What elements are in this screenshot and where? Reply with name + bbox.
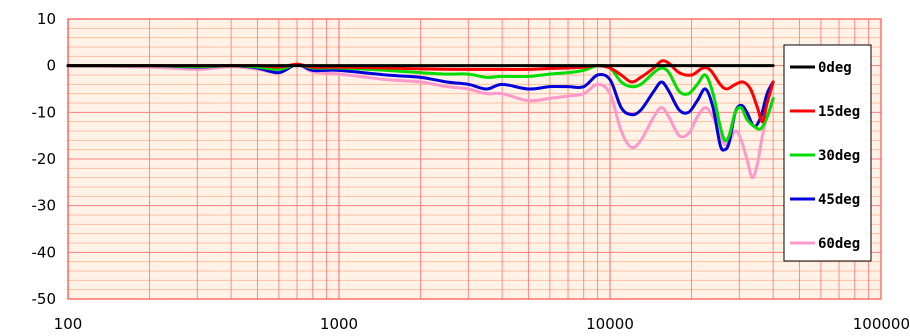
y-tick-label: -30 xyxy=(32,197,57,215)
legend-item-60deg: 60deg xyxy=(790,236,860,252)
y-tick-label: -50 xyxy=(32,290,57,308)
legend-label: 45deg xyxy=(818,192,860,208)
legend-item-0deg: 0deg xyxy=(790,60,852,76)
legend-box xyxy=(783,44,872,262)
y-tick-label: -40 xyxy=(32,243,57,261)
series-layer xyxy=(66,59,775,180)
y-tick-label: 0 xyxy=(46,57,56,75)
y-tick-label: -10 xyxy=(32,103,57,121)
legend-label: 15deg xyxy=(818,104,860,120)
legend-item-30deg: 30deg xyxy=(790,148,860,164)
y-tick-label: 10 xyxy=(37,10,56,28)
legend-label: 60deg xyxy=(818,236,860,252)
legend-items: 0deg 15deg 30deg 45deg 60deg xyxy=(790,60,860,252)
plot-border xyxy=(67,18,882,300)
x-tick-label: 100000 xyxy=(853,315,910,332)
y-tick-label: -20 xyxy=(32,150,57,168)
x-tick-label: 100 xyxy=(54,315,83,332)
x-tick-label: 10000 xyxy=(586,315,634,332)
legend-label: 0deg xyxy=(818,60,852,76)
legend-item-45deg: 45deg xyxy=(790,192,860,208)
x-tick-label: 1000 xyxy=(320,315,358,332)
x-axis-tick-labels: 100 1000 10000 100000 xyxy=(54,315,910,333)
legend: 0deg 15deg 30deg 45deg 60deg xyxy=(783,44,872,262)
y-axis-tick-labels: 10 0 -10 -20 -30 -40 -50 xyxy=(32,10,57,308)
series-line-45deg xyxy=(66,62,775,152)
legend-label: 30deg xyxy=(818,148,860,164)
legend-item-15deg: 15deg xyxy=(790,104,860,120)
